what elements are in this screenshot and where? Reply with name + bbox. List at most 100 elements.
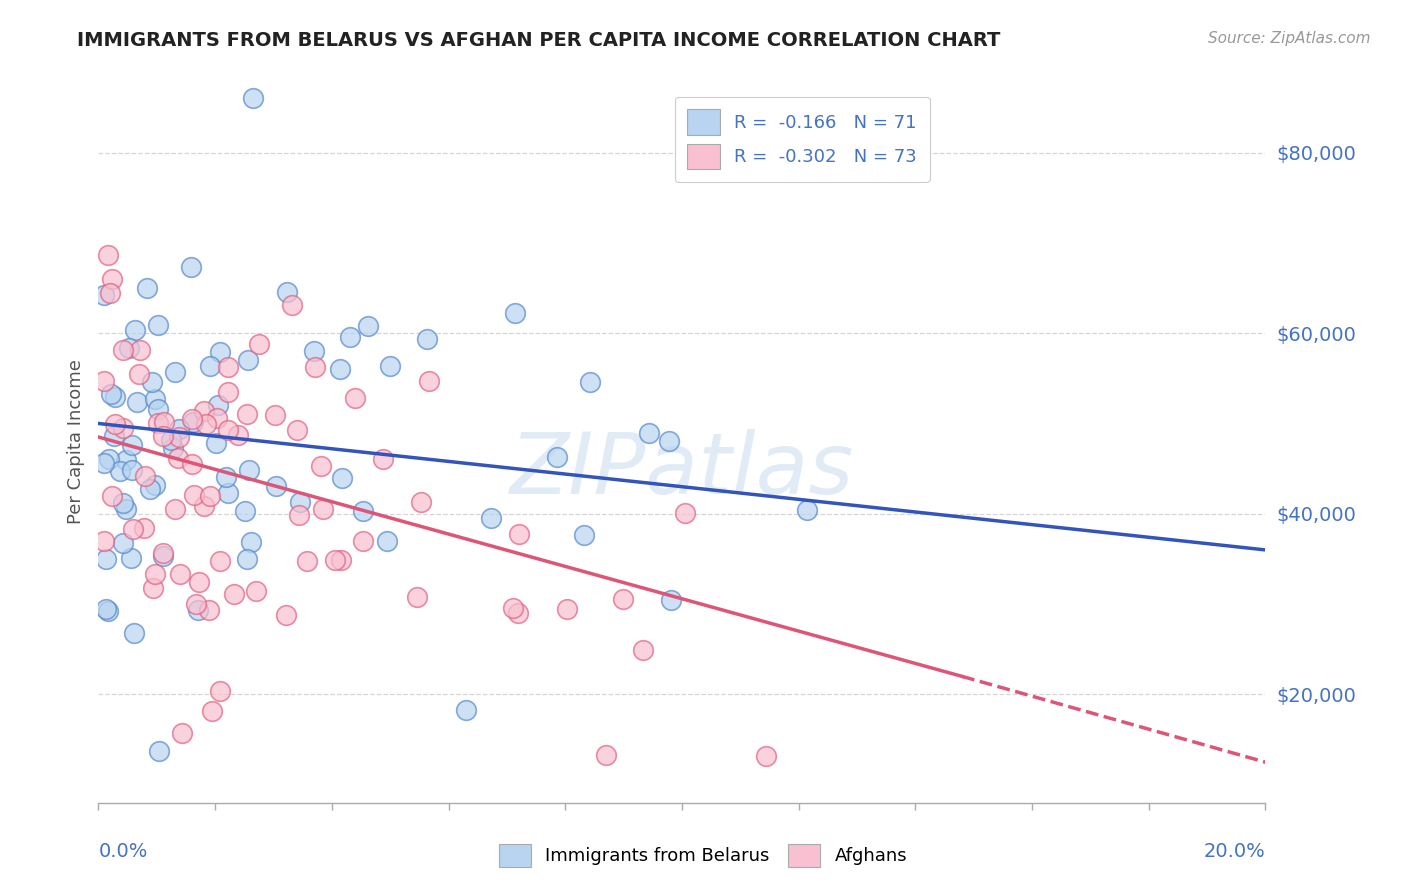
Point	[141, 376, 163, 390]
Point	[595, 747, 617, 762]
Point	[93, 287, 115, 301]
Point	[217, 360, 239, 375]
Point	[121, 438, 143, 452]
Point	[187, 603, 209, 617]
Point	[579, 375, 602, 389]
Point	[152, 549, 174, 563]
Point	[295, 553, 318, 567]
Point	[97, 604, 120, 618]
Point	[181, 412, 204, 426]
Point	[208, 345, 231, 359]
Point	[502, 601, 524, 615]
Point	[375, 534, 398, 549]
Point	[555, 602, 578, 616]
Point	[380, 359, 402, 373]
Point	[165, 366, 187, 380]
Point	[146, 318, 169, 332]
Point	[143, 478, 166, 492]
Point	[339, 330, 361, 344]
Point	[167, 422, 190, 436]
Text: 0.0%: 0.0%	[98, 842, 148, 861]
Point	[172, 725, 194, 739]
Point	[167, 450, 190, 465]
Point	[503, 306, 526, 320]
Point	[205, 411, 228, 425]
Text: 20.0%: 20.0%	[1204, 842, 1265, 861]
Point	[612, 592, 634, 607]
Point	[93, 456, 115, 470]
Point	[287, 423, 309, 437]
Point	[143, 392, 166, 406]
Point	[508, 606, 530, 620]
Point	[111, 343, 134, 357]
Point	[574, 528, 596, 542]
Point	[329, 361, 352, 376]
Point	[112, 496, 135, 510]
Point	[129, 343, 152, 357]
Point	[312, 501, 335, 516]
Point	[288, 495, 311, 509]
Point	[357, 318, 380, 333]
Point	[416, 332, 439, 346]
Point	[659, 593, 682, 607]
Point	[281, 298, 304, 312]
Point	[153, 415, 176, 429]
Point	[222, 587, 245, 601]
Point	[100, 387, 122, 401]
Point	[143, 567, 166, 582]
Point	[264, 479, 287, 493]
Point	[93, 374, 115, 388]
Text: IMMIGRANTS FROM BELARUS VS AFGHAN PER CAPITA INCOME CORRELATION CHART: IMMIGRANTS FROM BELARUS VS AFGHAN PER CA…	[77, 31, 1001, 50]
Point	[127, 395, 149, 409]
Point	[195, 417, 218, 431]
Legend: Immigrants from Belarus, Afghans: Immigrants from Belarus, Afghans	[491, 837, 915, 874]
Point	[142, 581, 165, 595]
Point	[146, 401, 169, 416]
Point	[198, 603, 221, 617]
Point	[200, 489, 222, 503]
Point	[198, 359, 221, 373]
Point	[169, 430, 191, 444]
Point	[226, 428, 249, 442]
Point	[180, 260, 202, 274]
Point	[236, 552, 259, 566]
Point	[120, 550, 142, 565]
Point	[188, 574, 211, 589]
Point	[418, 375, 440, 389]
Point	[245, 584, 267, 599]
Point	[236, 407, 259, 421]
Point	[207, 398, 229, 412]
Point	[247, 336, 270, 351]
Point	[115, 501, 138, 516]
Point	[217, 423, 239, 437]
Point	[121, 463, 143, 477]
Point	[276, 285, 298, 299]
Point	[323, 553, 346, 567]
Point	[152, 428, 174, 442]
Point	[100, 489, 122, 503]
Point	[409, 495, 432, 509]
Point	[233, 504, 256, 518]
Point	[139, 482, 162, 496]
Point	[479, 511, 502, 525]
Point	[288, 508, 311, 523]
Point	[240, 534, 263, 549]
Point	[148, 744, 170, 758]
Point	[673, 506, 696, 520]
Point	[631, 642, 654, 657]
Point	[108, 464, 131, 478]
Point	[208, 683, 231, 698]
Point	[134, 468, 156, 483]
Point	[146, 416, 169, 430]
Point	[309, 458, 332, 473]
Point	[183, 487, 205, 501]
Point	[134, 521, 156, 535]
Point	[217, 486, 239, 500]
Point	[159, 433, 181, 447]
Point	[274, 607, 297, 622]
Point	[96, 602, 118, 616]
Point	[122, 522, 145, 536]
Text: ZIPatlas: ZIPatlas	[510, 429, 853, 512]
Point	[122, 625, 145, 640]
Point	[152, 545, 174, 559]
